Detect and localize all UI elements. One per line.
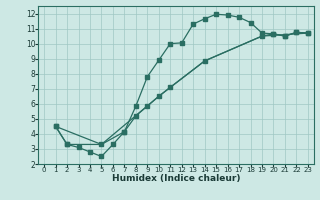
X-axis label: Humidex (Indice chaleur): Humidex (Indice chaleur) bbox=[112, 174, 240, 183]
